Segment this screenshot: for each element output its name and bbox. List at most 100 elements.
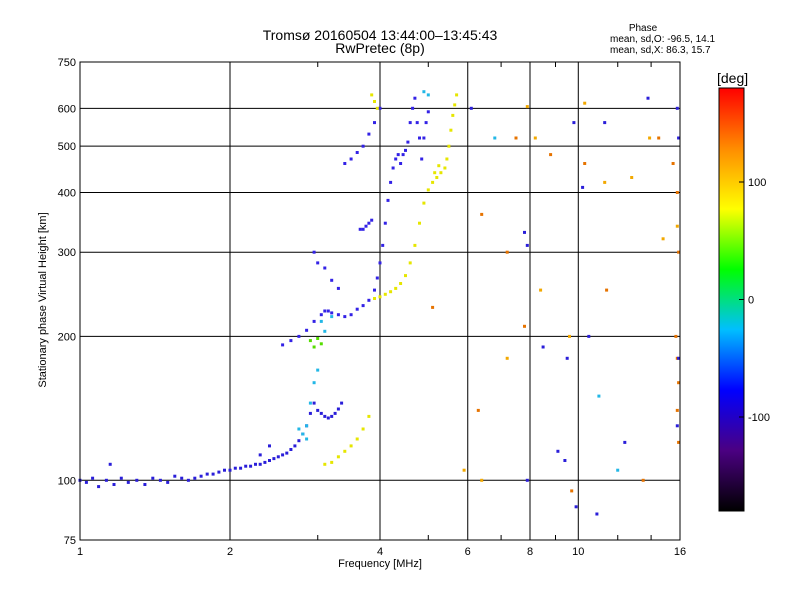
data-point <box>228 468 232 472</box>
data-point <box>316 337 320 340</box>
data-point <box>505 356 509 360</box>
data-point <box>674 334 678 338</box>
colorbar: [deg] 100 0 -100 <box>717 70 770 512</box>
data-point <box>453 103 457 107</box>
data-point <box>312 401 316 405</box>
data-point <box>289 448 293 451</box>
data-point <box>297 427 301 431</box>
data-point <box>587 334 591 338</box>
data-point <box>443 166 447 170</box>
data-point <box>233 466 237 470</box>
data-point <box>493 136 497 140</box>
data-point <box>399 282 403 285</box>
data-point <box>301 432 305 436</box>
data-point <box>108 462 112 466</box>
data-point <box>276 455 280 459</box>
data-point <box>480 478 484 482</box>
data-point <box>422 201 426 205</box>
data-point <box>523 324 526 328</box>
data-point <box>583 162 587 165</box>
data-point <box>389 180 393 184</box>
data-point <box>293 444 297 448</box>
data-point <box>323 462 327 466</box>
data-point <box>541 345 545 349</box>
data-point <box>568 334 571 338</box>
data-point <box>420 157 424 161</box>
data-point <box>308 411 312 415</box>
data-point <box>447 144 451 148</box>
data-point <box>389 290 393 294</box>
y-tick-label: 400 <box>58 187 76 199</box>
data-point <box>289 339 293 343</box>
data-point <box>272 457 276 461</box>
data-point <box>641 478 645 482</box>
data-point <box>677 356 681 360</box>
data-point <box>323 309 327 313</box>
data-point <box>367 132 371 136</box>
data-point <box>418 221 421 225</box>
data-point <box>349 313 353 317</box>
data-point <box>305 328 309 332</box>
data-point <box>451 113 455 117</box>
data-point <box>361 304 365 308</box>
data-point <box>671 162 675 165</box>
data-point <box>661 237 665 241</box>
data-point <box>539 288 543 292</box>
data-point <box>630 176 634 179</box>
x-axis-label: Frequency [MHz] <box>338 558 422 570</box>
data-point <box>143 483 147 486</box>
data-point <box>378 261 382 265</box>
data-point <box>391 166 395 170</box>
colorbar-tick-label: -100 <box>748 412 770 424</box>
data-point <box>415 121 419 125</box>
data-point <box>112 483 116 486</box>
data-point <box>316 408 320 412</box>
data-point <box>316 368 320 372</box>
data-point <box>378 295 382 299</box>
colorbar-label: [deg] <box>717 70 748 86</box>
data-point <box>358 227 362 231</box>
colorbar-tick-label: 0 <box>748 295 754 307</box>
data-point <box>383 221 387 225</box>
data-point <box>406 140 410 144</box>
data-point <box>297 334 301 338</box>
data-point <box>675 424 679 428</box>
colorbar-tick-label: 100 <box>748 177 766 189</box>
data-point <box>340 401 344 405</box>
data-point <box>623 440 627 444</box>
data-point <box>297 439 301 443</box>
data-point <box>505 250 509 254</box>
data-point <box>361 227 365 231</box>
data-point <box>281 343 285 347</box>
data-point <box>268 459 271 462</box>
data-point <box>361 144 365 148</box>
data-point <box>336 313 340 317</box>
data-point <box>244 464 248 468</box>
data-point <box>319 319 323 323</box>
data-point <box>603 180 607 184</box>
data-point <box>180 476 184 480</box>
data-point <box>373 100 376 103</box>
data-point <box>326 309 330 313</box>
data-point <box>583 101 587 105</box>
data-point <box>675 106 679 110</box>
data-point <box>413 96 417 100</box>
data-point <box>249 464 253 468</box>
data-point <box>595 512 599 516</box>
data-point <box>677 440 681 444</box>
data-point <box>574 505 578 509</box>
data-point <box>437 164 441 168</box>
y-tick-label: 200 <box>58 331 76 343</box>
data-point <box>556 449 560 453</box>
data-point <box>677 136 681 140</box>
data-point <box>367 221 371 225</box>
data-point <box>316 261 320 265</box>
data-point <box>431 305 435 309</box>
data-point <box>330 315 334 319</box>
data-point <box>616 468 620 472</box>
y-tick-label: 750 <box>58 57 76 69</box>
data-point <box>355 151 359 154</box>
data-point <box>211 472 215 476</box>
